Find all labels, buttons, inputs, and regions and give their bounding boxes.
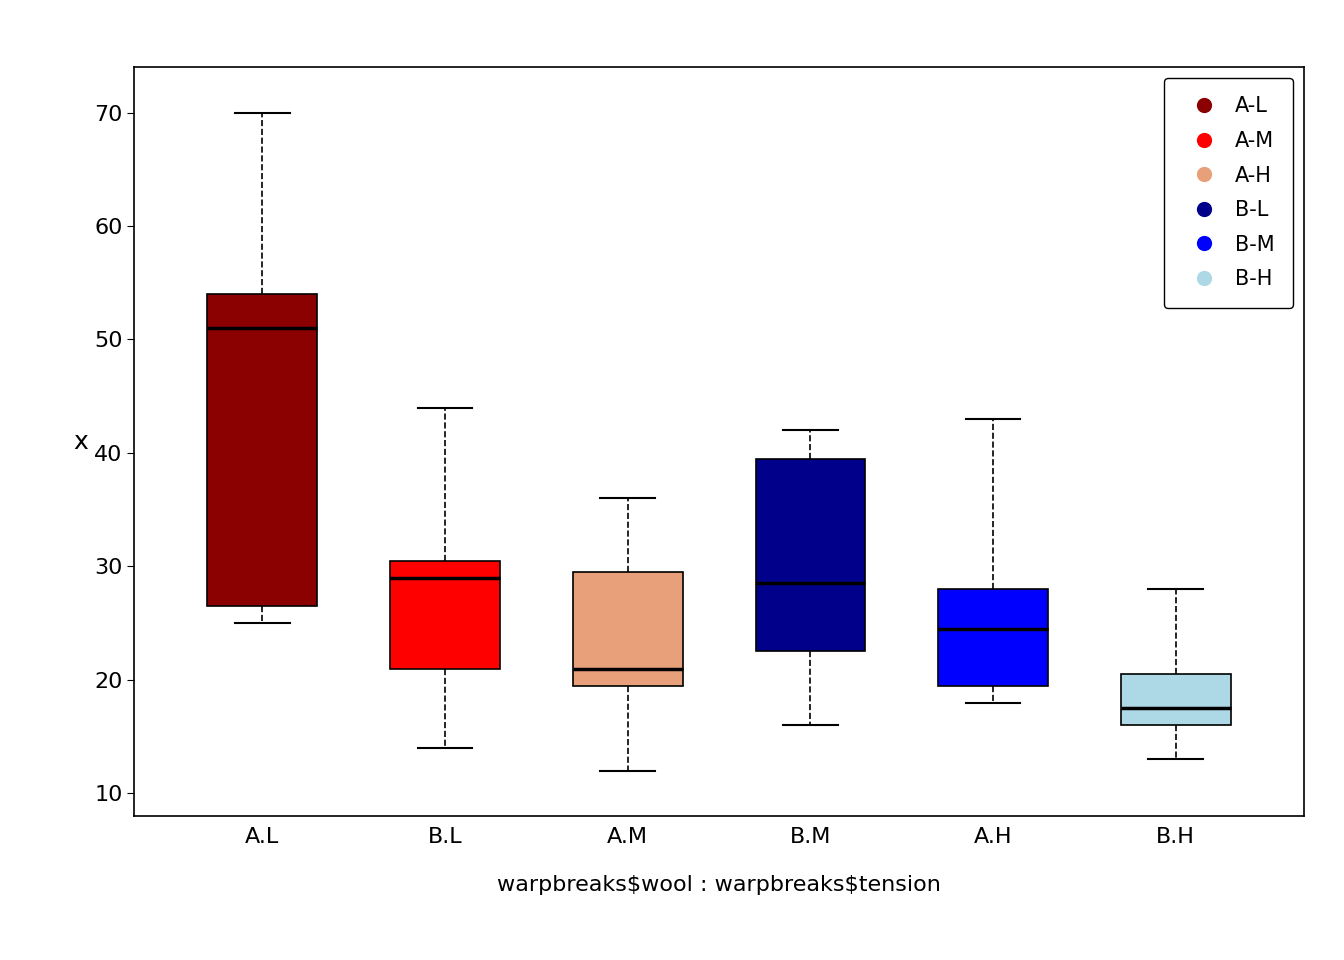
PathPatch shape [938, 589, 1048, 685]
PathPatch shape [573, 572, 683, 685]
Legend: A-L, A-M, A-H, B-L, B-M, B-H: A-L, A-M, A-H, B-L, B-M, B-H [1164, 78, 1293, 308]
PathPatch shape [1121, 674, 1231, 725]
PathPatch shape [755, 459, 866, 652]
Y-axis label: x: x [73, 429, 87, 453]
PathPatch shape [207, 294, 317, 606]
PathPatch shape [390, 561, 500, 668]
X-axis label: warpbreaks\$wool : warpbreaks\$tension: warpbreaks\$wool : warpbreaks\$tension [497, 875, 941, 895]
